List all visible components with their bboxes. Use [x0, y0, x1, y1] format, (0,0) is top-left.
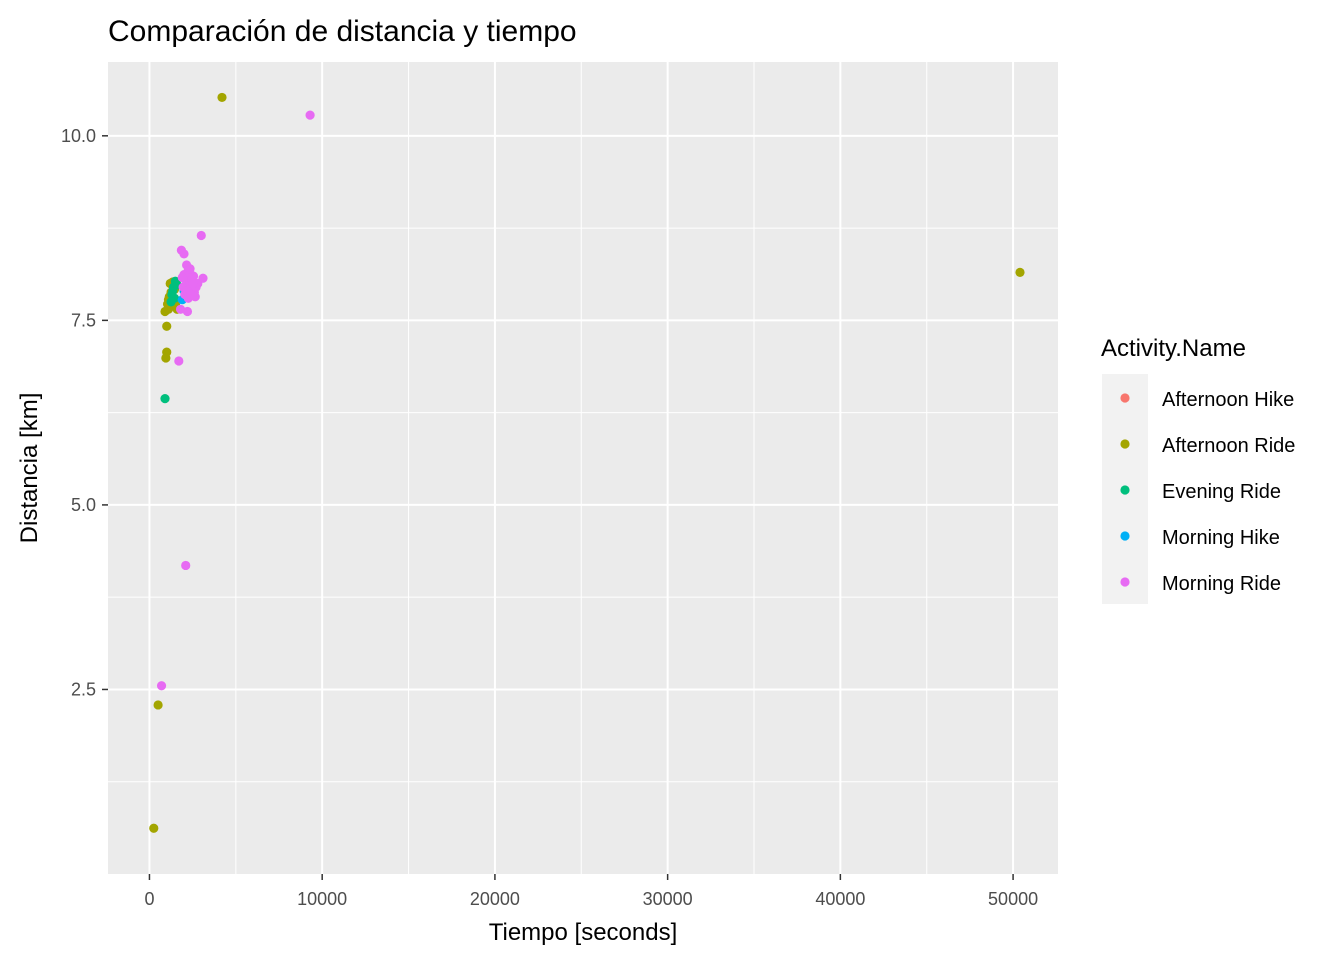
x-tick-label: 40000	[815, 889, 865, 909]
legend-label-morning-hike: Morning Hike	[1162, 527, 1280, 549]
legend-title: Activity.Name	[1101, 335, 1246, 362]
point-morning-ride	[156, 681, 167, 691]
point-afternoon-ride	[217, 92, 227, 103]
point-morning-ride	[185, 264, 195, 274]
x-axis-title: Tiempo [seconds]	[489, 919, 678, 946]
x-axis: 0 10000 20000 30000 40000 50000	[144, 874, 1038, 909]
point-morning-ride	[305, 110, 315, 120]
x-tick-label: 0	[144, 889, 154, 909]
legend-key-evening-ride	[1120, 485, 1130, 495]
point-afternoon-ride	[149, 823, 159, 833]
y-tick-label: 7.5	[71, 310, 96, 330]
y-axis-title: Distancia [km]	[16, 393, 43, 544]
legend-label-afternoon-ride: Afternoon Ride	[1162, 435, 1295, 457]
point-afternoon-ride	[161, 353, 171, 363]
y-axis: 2.5 5.0 7.5 10.0	[61, 126, 108, 699]
data-points	[149, 92, 1025, 833]
legend: Activity.Name Afternoon Hike Afternoon Ri…	[1101, 335, 1295, 604]
x-tick-label: 20000	[470, 889, 520, 909]
legend-label-morning-ride: Morning Ride	[1162, 573, 1281, 595]
point-morning-ride	[181, 560, 191, 571]
point-morning-ride	[190, 292, 200, 302]
chart-title: Comparación de distancia y tiempo	[108, 15, 577, 48]
point-morning-ride	[188, 271, 199, 281]
point-morning-ride	[175, 304, 186, 314]
x-tick-label: 10000	[297, 889, 347, 909]
x-tick-label: 30000	[643, 889, 693, 909]
y-tick-label: 10.0	[61, 126, 96, 146]
point-morning-ride	[196, 230, 206, 241]
point-afternoon-ride	[162, 321, 172, 331]
legend-key-morning-ride	[1120, 577, 1130, 587]
legend-label-evening-ride: Evening Ride	[1162, 481, 1281, 503]
x-tick-label: 50000	[988, 889, 1038, 909]
point-morning-ride	[177, 272, 187, 283]
legend-key-afternoon-ride	[1120, 439, 1130, 449]
point-morning-ride	[179, 249, 189, 259]
y-tick-label: 5.0	[71, 495, 96, 515]
point-morning-ride	[174, 356, 184, 366]
point-afternoon-ride	[153, 700, 163, 710]
major-gridlines	[108, 62, 1058, 874]
plot-panel	[108, 62, 1058, 874]
point-afternoon-ride	[1015, 267, 1025, 277]
legend-label-afternoon-hike: Afternoon Hike	[1162, 389, 1294, 411]
point-evening-ride	[160, 394, 170, 404]
y-tick-label: 2.5	[71, 679, 96, 699]
legend-items: Afternoon Hike Afternoon Ride Evening Ride…	[1120, 389, 1295, 595]
minor-gridlines	[108, 62, 1058, 874]
legend-key-morning-hike	[1120, 531, 1130, 541]
point-evening-ride	[166, 297, 176, 307]
legend-key-afternoon-hike	[1120, 393, 1130, 403]
point-morning-ride	[182, 306, 193, 317]
point-morning-ride	[188, 278, 198, 289]
